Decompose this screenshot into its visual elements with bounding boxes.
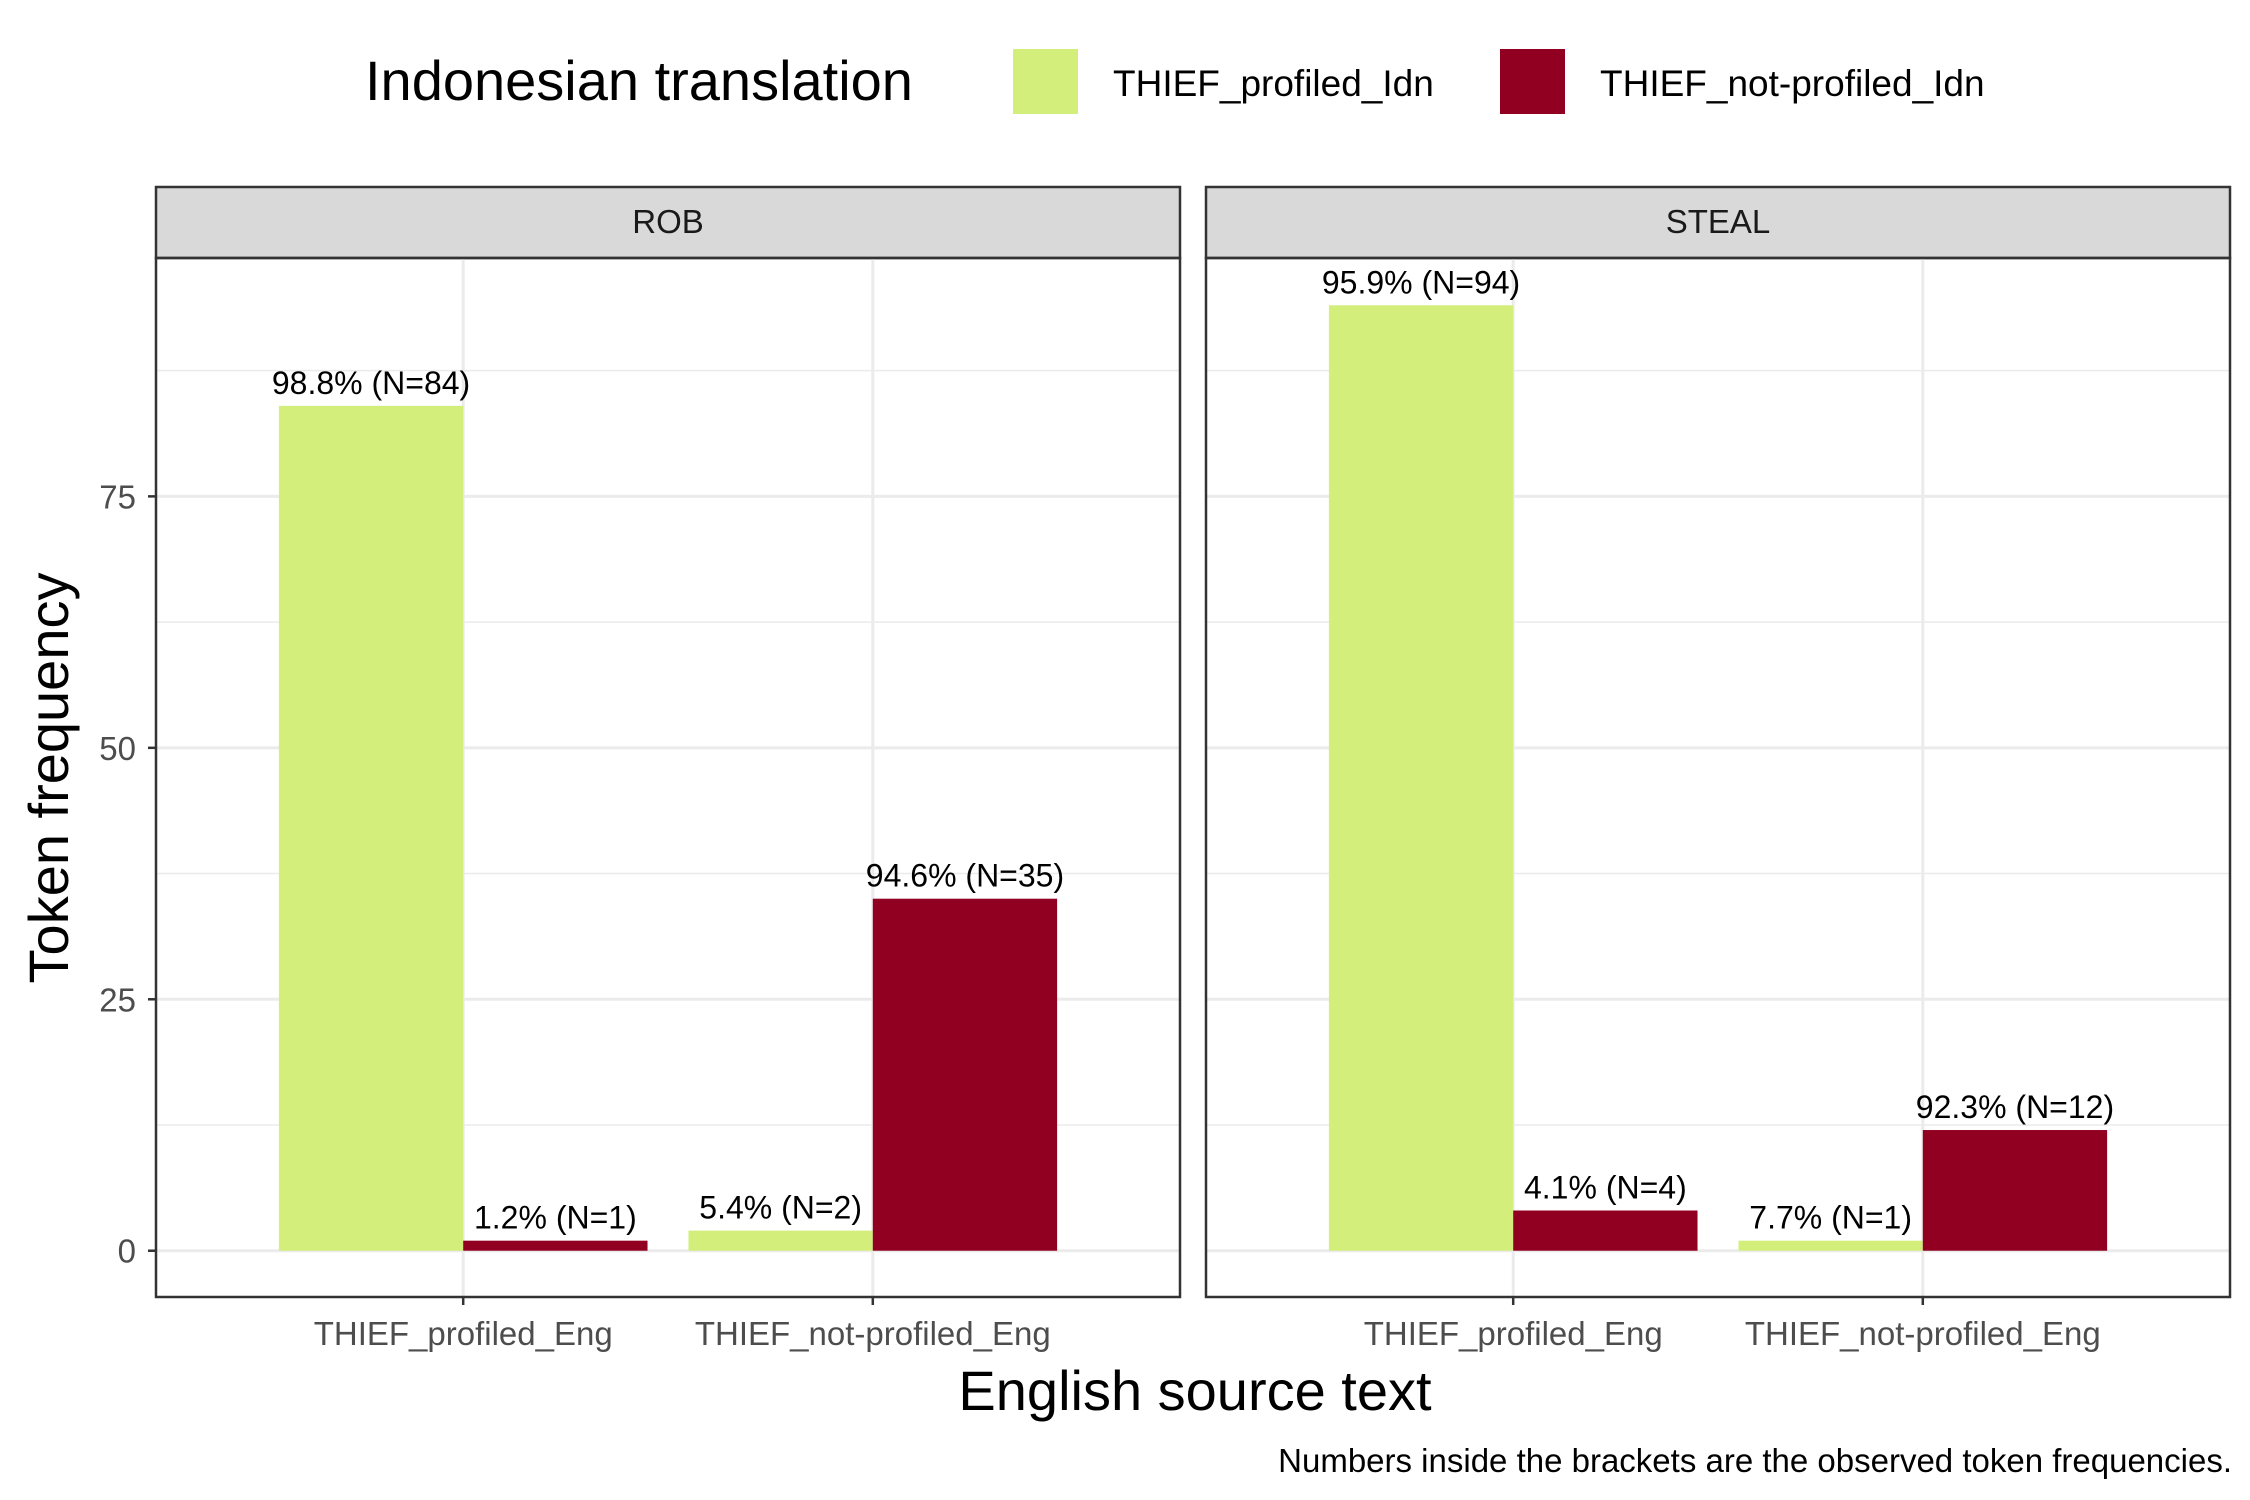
facet-panel-steal: STEAL 95.9% (N=94) 7.7% (N=1) 4.1% (N=4) 92.… <box>1204 185 2232 1352</box>
bar-steal-THIEF_profiled_Eng-THIEF_profiled_Idn <box>1328 305 1514 1251</box>
caption: Numbers inside the brackets are the obse… <box>1278 1442 2232 1479</box>
data-label: 7.7% (N=1) <box>1749 1200 1912 1236</box>
data-label: 1.2% (N=1) <box>474 1200 637 1236</box>
data-label: 92.3% (N=12) <box>1916 1089 2114 1125</box>
legend-key-1 <box>1013 49 1078 114</box>
y-tick-label: 50 <box>99 730 136 767</box>
facet-panels: ROB 98.8% (N=84) 5.4% (N=2) 1.2% (N=1) 94.6%… <box>99 185 2232 1352</box>
data-label: 98.8% (N=84) <box>272 365 470 401</box>
bars: 98.8% (N=84) 5.4% (N=2) 1.2% (N=1) 94.6% (N… <box>272 365 1064 1251</box>
y-tick-label: 75 <box>99 478 136 515</box>
x-tick-label: THIEF_profiled_Eng <box>1364 1315 1663 1352</box>
bar-rob-THIEF_profiled_Eng-THIEF_profiled_Idn <box>278 405 464 1251</box>
facet-strip-label: ROB <box>632 203 704 240</box>
y-tick-label: 25 <box>99 981 136 1018</box>
data-label: 5.4% (N=2) <box>699 1190 862 1226</box>
data-label: 95.9% (N=94) <box>1322 264 1520 300</box>
bar-steal-THIEF_not-profiled_Eng-THIEF_not-profiled_Idn <box>1922 1130 2108 1251</box>
x-tick-label: THIEF_not-profiled_Eng <box>695 1315 1051 1352</box>
x-tick-label: THIEF_profiled_Eng <box>314 1315 613 1352</box>
legend-key-2 <box>1500 49 1565 114</box>
panel-border <box>1204 256 2232 1299</box>
facet-panel-rob: ROB 98.8% (N=84) 5.4% (N=2) 1.2% (N=1) 94.6%… <box>99 185 1182 1352</box>
data-label: 4.1% (N=4) <box>1524 1170 1687 1206</box>
legend-label-2: THIEF_not-profiled_Idn <box>1600 63 1985 104</box>
y-tick-label: 0 <box>118 1233 136 1270</box>
y-axis-title: Token frequency <box>17 573 80 984</box>
bar-rob-THIEF_not-profiled_Eng-THIEF_not-profiled_Idn <box>872 898 1058 1251</box>
legend-label-1: THIEF_profiled_Idn <box>1113 63 1434 104</box>
bar-rob-THIEF_not-profiled_Eng-THIEF_profiled_Idn <box>688 1230 873 1251</box>
bars: 95.9% (N=94) 7.7% (N=1) 4.1% (N=4) 92.3% (N… <box>1322 264 2114 1251</box>
bar-steal-THIEF_not-profiled_Eng-THIEF_profiled_Idn <box>1738 1240 1923 1251</box>
facet-strip <box>154 185 1182 260</box>
legend: Indonesian translation THIEF_profiled_Id… <box>365 49 1985 114</box>
legend-title: Indonesian translation <box>365 49 913 112</box>
x-tick-label: THIEF_not-profiled_Eng <box>1745 1315 2101 1352</box>
data-label: 94.6% (N=35) <box>866 858 1064 894</box>
panel-border <box>154 256 1182 1299</box>
facet-strip-label: STEAL <box>1666 203 1771 240</box>
x-axis-title: English source text <box>958 1359 1432 1422</box>
bar-rob-THIEF_profiled_Eng-THIEF_not-profiled_Idn <box>463 1240 648 1251</box>
bar-steal-THIEF_profiled_Eng-THIEF_not-profiled_Idn <box>1513 1210 1698 1251</box>
